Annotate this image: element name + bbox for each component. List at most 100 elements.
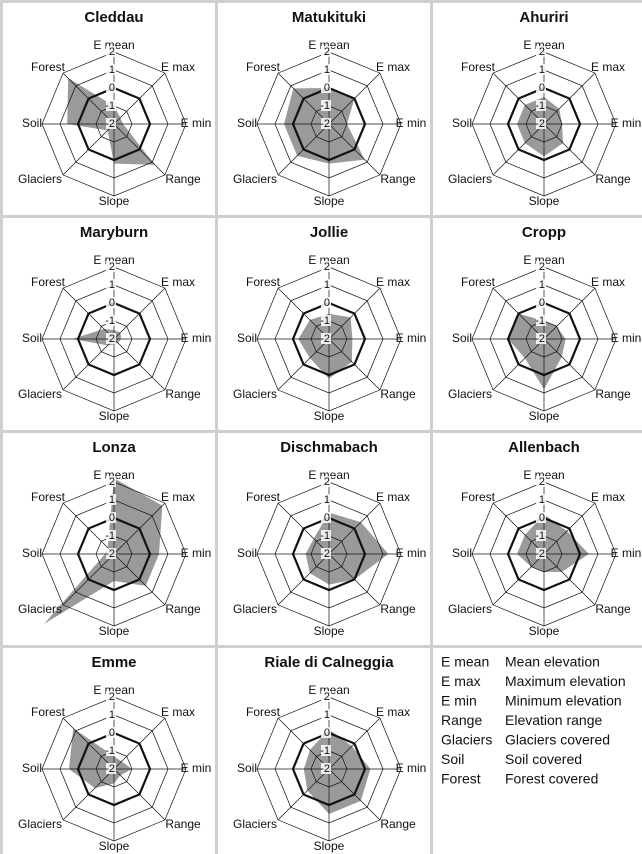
axis-label: Forest — [461, 60, 496, 74]
spoke — [492, 123, 545, 176]
chart-title: Cropp — [522, 224, 566, 241]
spoke — [113, 768, 166, 821]
tick-label: 2 — [539, 261, 545, 273]
axis-label: E max — [376, 60, 410, 74]
tick-bg — [536, 46, 546, 57]
chart-title: Jollie — [310, 224, 348, 241]
tick-label: 1 — [324, 279, 330, 291]
tick-label: 0 — [539, 82, 545, 94]
axis-label: Soil — [237, 116, 257, 130]
legend-desc: Mean elevation — [505, 654, 600, 670]
tick-bg — [106, 46, 116, 57]
tick-label: -2 — [320, 763, 330, 775]
tick-label: -2 — [105, 548, 115, 560]
axis-label: E min — [181, 761, 212, 775]
axis-label: Slope — [99, 624, 130, 638]
tick-label: 2 — [324, 261, 330, 273]
axis-label: Glaciers — [448, 172, 492, 186]
radar-area — [517, 514, 589, 572]
tick-bg — [536, 118, 546, 129]
spoke — [277, 123, 330, 176]
axis-label: Slope — [99, 194, 130, 208]
axis-label: Slope — [314, 624, 345, 638]
tick-label: -1 — [105, 315, 115, 327]
tick-bg — [106, 118, 116, 129]
axis-label: E min — [396, 331, 427, 345]
tick-bg — [536, 530, 546, 541]
axis-label: E mean — [93, 253, 134, 267]
chart-title: Matukituki — [292, 9, 366, 26]
tick-bg — [106, 691, 116, 702]
spoke — [113, 338, 166, 391]
spoke — [328, 502, 381, 555]
tick-label: 2 — [539, 46, 545, 58]
tick-bg — [536, 512, 546, 523]
tick-label: 2 — [324, 46, 330, 58]
axis-label: Soil — [452, 546, 472, 560]
tick-bg — [106, 261, 116, 272]
tick-bg — [321, 709, 331, 720]
tick-bg — [321, 64, 331, 75]
spoke — [328, 338, 381, 391]
tick-label: 1 — [109, 279, 115, 291]
axis-label: E min — [181, 116, 212, 130]
tick-label: 1 — [109, 64, 115, 76]
tick-label: -2 — [105, 763, 115, 775]
axis-label: Glaciers — [18, 602, 62, 616]
spoke — [328, 553, 381, 606]
tick-bg — [321, 691, 331, 702]
axis-label: E min — [181, 546, 212, 560]
tick-bg — [106, 279, 116, 290]
tick-bg — [321, 530, 331, 541]
axis-label: E min — [396, 116, 427, 130]
tick-bg — [321, 494, 331, 505]
tick-label: -2 — [535, 548, 545, 560]
axis-label: Slope — [529, 624, 560, 638]
spoke — [328, 717, 381, 770]
tick-bg — [321, 261, 331, 272]
tick-label: -1 — [320, 315, 330, 327]
tick-bg — [106, 763, 116, 774]
axis-label: E mean — [93, 38, 134, 52]
legend-desc: Minimum elevation — [505, 693, 622, 709]
axis-label: Range — [165, 602, 201, 616]
axis-label: Soil — [452, 331, 472, 345]
axis-label: Range — [595, 387, 631, 401]
tick-label: 2 — [109, 46, 115, 58]
axis-label: E min — [611, 116, 642, 130]
spoke — [62, 123, 115, 176]
legend-desc: Glaciers covered — [505, 732, 610, 748]
axis-label: E mean — [93, 468, 134, 482]
tick-bg — [321, 279, 331, 290]
axis-label: E min — [611, 546, 642, 560]
spoke — [113, 287, 166, 340]
axis-label: Soil — [237, 546, 257, 560]
tick-label: 1 — [539, 279, 545, 291]
tick-label: 2 — [109, 691, 115, 703]
tick-bg — [106, 709, 116, 720]
tick-label: 1 — [109, 709, 115, 721]
spoke — [277, 287, 330, 340]
tick-label: 2 — [324, 476, 330, 488]
chart-title: Allenbach — [508, 439, 580, 456]
spoke — [492, 72, 545, 125]
axis-label: Glaciers — [233, 817, 277, 831]
tick-label: -1 — [320, 745, 330, 757]
legend-abbrev: Range — [441, 712, 482, 728]
axis-label: Slope — [529, 409, 560, 423]
spoke — [492, 338, 545, 391]
spoke — [62, 553, 115, 606]
spoke — [543, 502, 596, 555]
axis-label: Range — [595, 602, 631, 616]
axis-label: Glaciers — [233, 602, 277, 616]
spoke — [113, 502, 166, 555]
axis-label: Forest — [31, 490, 66, 504]
tick-bg — [321, 82, 331, 93]
axis-label: E mean — [308, 683, 349, 697]
tick-bg — [106, 476, 116, 487]
tick-bg — [536, 315, 546, 326]
tick-bg — [321, 297, 331, 308]
radar-area — [298, 313, 353, 379]
tick-bg — [106, 64, 116, 75]
